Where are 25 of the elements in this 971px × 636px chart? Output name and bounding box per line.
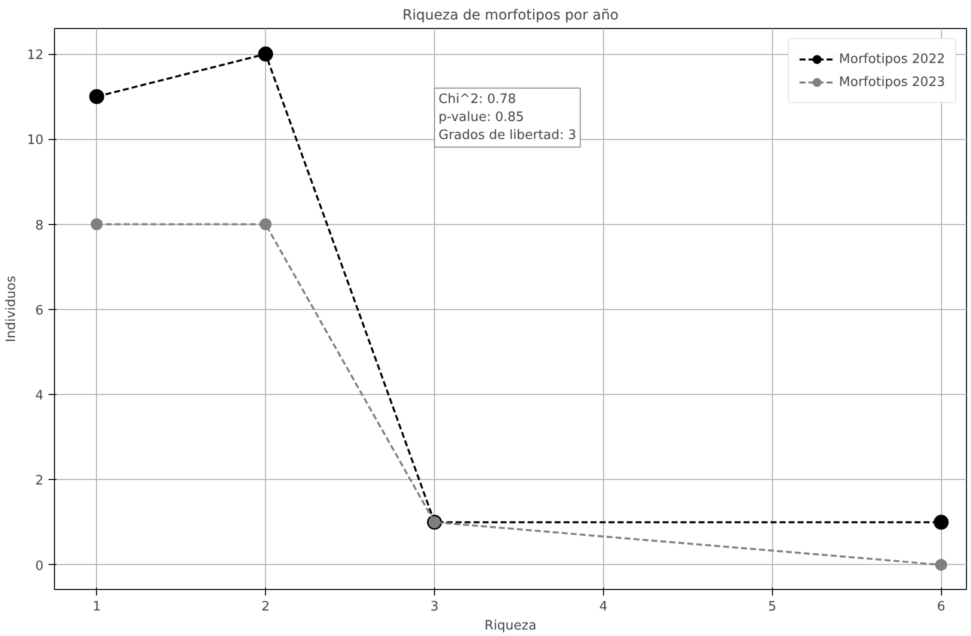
x-axis-title: Riqueza [484,618,536,634]
legend-label: Morfotipos 2023 [839,74,945,90]
point [934,514,949,530]
x-tick-label: 4 [599,600,608,614]
x-tick-label: 1 [92,600,101,614]
annotation: Chi^2: 0.78 p-value: 0.85 Grados de libertad: 3 [438,92,576,144]
legend-label: Morfotipos 2022 [839,52,945,66]
point [935,558,948,571]
x-tick-label: 2 [261,600,270,614]
y-tick-label: 8 [35,218,44,234]
y-tick-label: 10 [26,133,44,148]
y-axis-title: Individuos [4,276,19,342]
y-tick-label: 4 [35,388,44,404]
x-tick-label: 6 [937,600,946,614]
point [260,218,272,230]
point [258,46,274,62]
point [89,89,104,104]
chart-title: Riqueza de morfotipos por año [402,8,619,24]
y-tick-label: 6 [35,303,44,318]
y-tick-label: 2 [35,474,44,489]
x-tick-label: 5 [768,600,776,614]
y-tick-label: 0 [35,558,44,574]
point [90,218,103,230]
y-tick-label: 12 [26,48,44,64]
x-tick-label: 3 [430,600,439,614]
